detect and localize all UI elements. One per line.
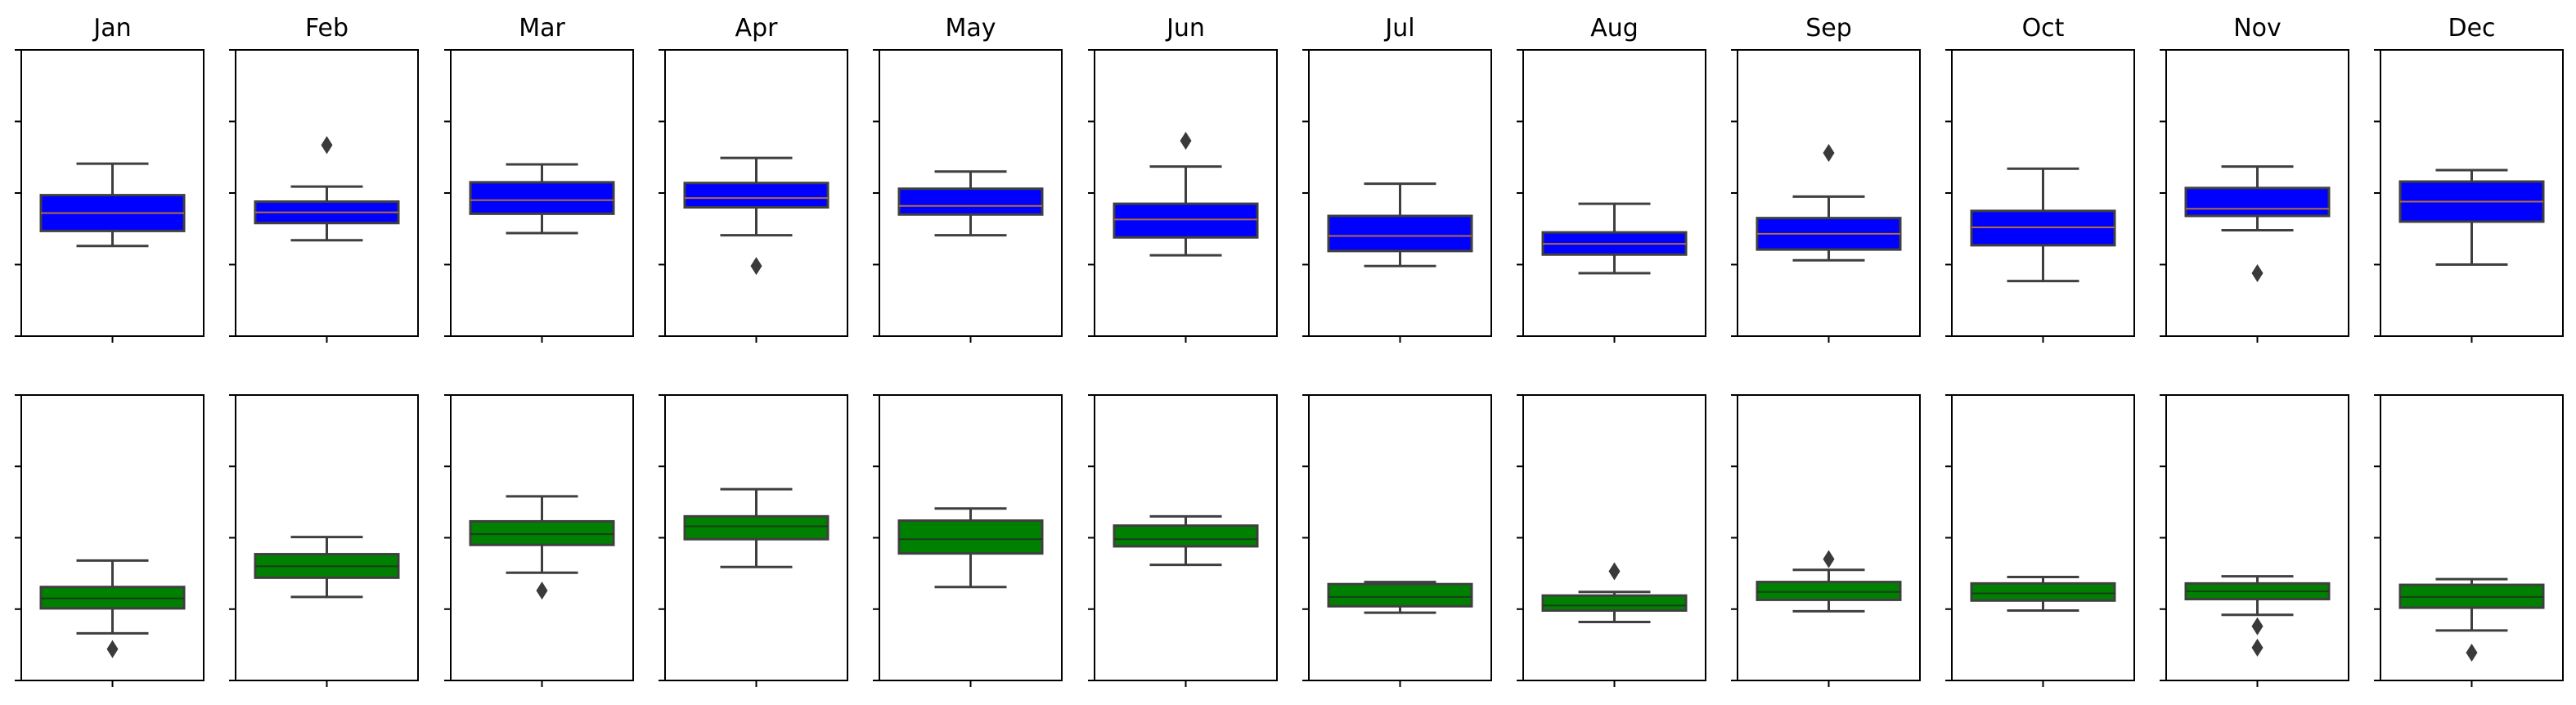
axes-frame [1522,49,1706,337]
axes-frame [1737,394,1921,681]
panel-mar-row2 [444,394,634,687]
box-jul [1327,214,1473,253]
panel-title-may: May [945,14,996,43]
panel-dec-row1 [2374,49,2564,343]
panel-jun-row1 [1088,49,1278,343]
panel-nov-row1 [2160,49,2349,343]
outlier-point [1608,562,1621,581]
panel-title-sep: Sep [1805,14,1852,43]
axes-frame [1522,394,1706,681]
axes-frame [1737,49,1921,337]
panel-feb-row2 [229,394,419,687]
panel-apr-row2 [659,394,848,687]
outlier-point [2251,638,2264,657]
panel-mar-row1 [444,49,634,343]
panel-title-aug: Aug [1590,14,1639,43]
panel-oct-row2 [1945,394,2135,687]
panel-title-jan: Jan [92,14,131,43]
panel-title-dec: Dec [2448,14,2495,43]
box-sep [1756,581,1902,601]
panel-jan-row1 [15,49,205,343]
panel-jul-row2 [1302,394,1492,687]
panel-aug-row1 [1517,49,1706,343]
axes-frame [2380,394,2564,681]
panel-title-jun: Jun [1165,14,1205,43]
outlier-point [1823,550,1835,568]
outlier-point [1180,132,1192,150]
box-jul [1327,582,1473,608]
panel-title-jul: Jul [1383,14,1414,43]
outlier-point [536,582,548,600]
panel-title-oct: Oct [2022,14,2065,43]
box-aug [1541,594,1688,612]
box-mar [469,519,615,546]
box-nov [2184,186,2331,218]
axes-frame [1308,394,1492,681]
box-jun [1113,524,1259,548]
panel-sep-row2 [1731,394,1921,687]
outlier-point [2466,643,2478,662]
panel-may-row2 [873,394,1063,687]
outlier-point [2251,617,2264,635]
panel-oct-row1 [1945,49,2135,343]
panel-jun-row2 [1088,394,1278,687]
panel-title-apr: Apr [735,14,779,43]
outlier-point [750,257,762,276]
box-may [897,519,1044,555]
outlier-point [321,136,333,155]
box-apr [683,514,829,541]
panel-jan-row2 [15,394,205,687]
box-jun [1113,202,1259,239]
outlier-point [2251,264,2264,282]
panel-may-row1 [873,49,1063,343]
panel-title-mar: Mar [519,14,565,43]
panel-aug-row2 [1517,394,1706,687]
box-oct [1970,582,2116,602]
panel-apr-row1 [659,49,848,343]
outlier-point [106,640,119,658]
panel-nov-row2 [2160,394,2349,687]
panel-jul-row1 [1302,49,1492,343]
box-apr [683,182,829,209]
axes-frame [2165,394,2349,681]
panel-title-feb: Feb [305,14,348,43]
box-may [897,187,1044,216]
panel-dec-row2 [2374,394,2564,687]
axes-frame [20,394,205,681]
axes-frame [1951,394,2135,681]
outlier-point [1823,144,1835,162]
box-mar [469,181,615,215]
panel-feb-row1 [229,49,419,343]
panel-title-nov: Nov [2233,14,2282,43]
panel-sep-row1 [1731,49,1921,343]
